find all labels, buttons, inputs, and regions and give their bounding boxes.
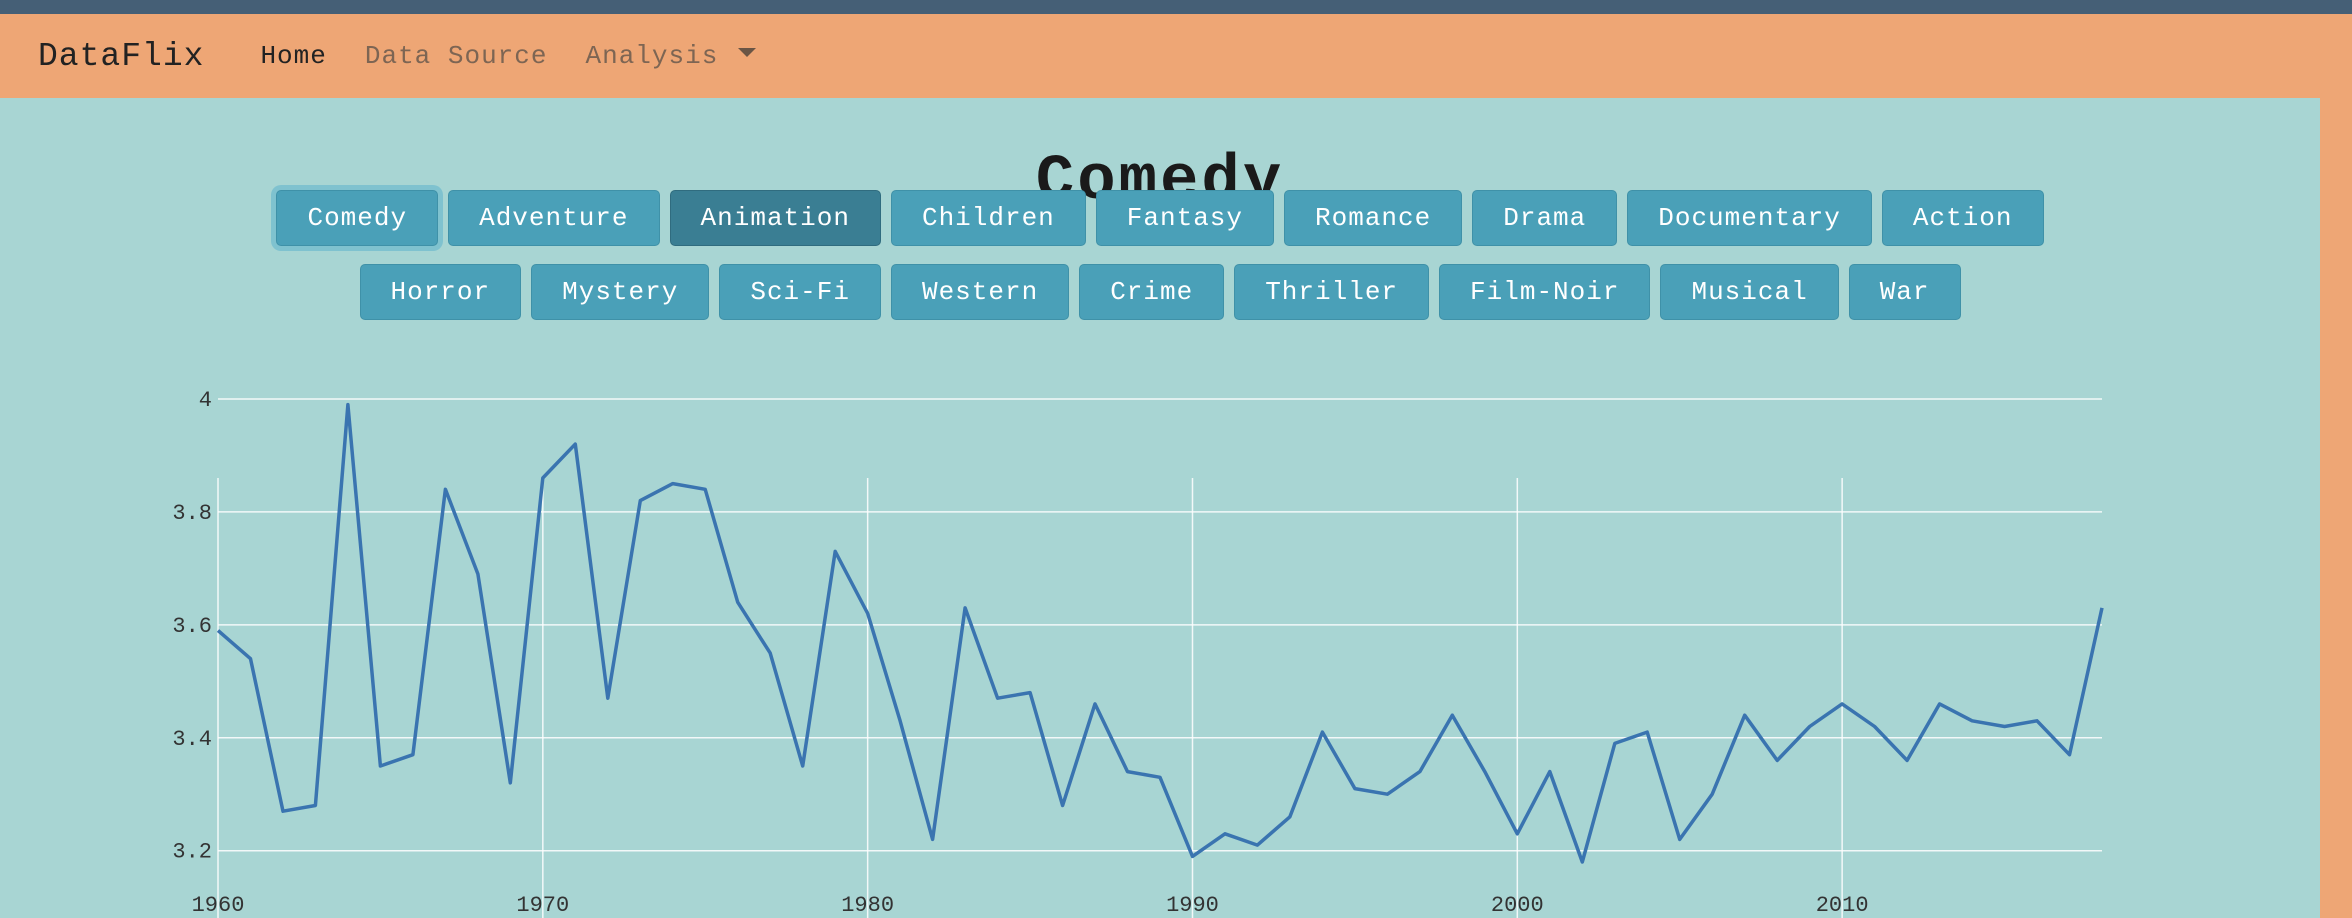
y-tick-label: 3.2	[172, 840, 212, 865]
genre-button-documentary[interactable]: Documentary	[1627, 190, 1872, 246]
x-tick-label: 1980	[841, 893, 894, 918]
genre-button-adventure[interactable]: Adventure	[448, 190, 660, 246]
genre-button-horror[interactable]: Horror	[359, 264, 522, 320]
brand-logo[interactable]: DataFlix	[38, 37, 205, 75]
genre-button-war[interactable]: War	[1848, 264, 1961, 320]
genre-buttons-row-1: Comedy Adventure Animation Children Fantasy R…	[0, 190, 2320, 246]
x-tick-label: 2000	[1491, 893, 1544, 918]
y-tick-label: 3.8	[172, 501, 212, 526]
y-tick-label: 3.4	[172, 727, 212, 752]
nav-data-source[interactable]: Data Source	[364, 41, 548, 71]
nav-analysis[interactable]: Analysis	[585, 41, 719, 71]
genre-button-action[interactable]: Action	[1881, 190, 2044, 246]
genre-button-crime[interactable]: Crime	[1079, 264, 1225, 320]
genre-button-western[interactable]: Western	[890, 264, 1070, 320]
x-tick-label: 2010	[1816, 893, 1869, 918]
x-tick-label: 1960	[192, 893, 245, 918]
series-line	[216, 402, 2104, 864]
y-tick-label: 4	[199, 388, 212, 413]
genre-button-sci-fi[interactable]: Sci-Fi	[719, 264, 881, 320]
genre-button-romance[interactable]: Romance	[1284, 190, 1463, 246]
genre-button-comedy[interactable]: Comedy	[276, 190, 439, 246]
line-chart: 3.2 3.4 3.6 3.8 4 1960 1970 1980 1990 2000 2010	[172, 388, 2104, 918]
genre-button-animation[interactable]: Animation	[669, 190, 881, 246]
x-tick-label: 1990	[1166, 893, 1219, 918]
genre-button-thriller[interactable]: Thriller	[1234, 264, 1430, 320]
genre-button-film-noir[interactable]: Film-Noir	[1439, 264, 1651, 320]
y-tick-label: 3.6	[172, 614, 212, 639]
genre-button-fantasy[interactable]: Fantasy	[1095, 190, 1275, 246]
genre-button-children[interactable]: Children	[890, 190, 1086, 246]
genre-buttons-row-2: Horror Mystery Sci-Fi Western Crime Thriller F…	[0, 264, 2320, 320]
navbar: DataFlix Home Data Source Analysis	[0, 14, 2352, 98]
genre-button-musical[interactable]: Musical	[1660, 264, 1839, 320]
top-stripe	[0, 0, 2352, 14]
caret-down-icon[interactable]	[738, 47, 757, 57]
nav-home[interactable]: Home	[260, 41, 327, 71]
genre-button-drama[interactable]: Drama	[1472, 190, 1618, 246]
genre-button-mystery[interactable]: Mystery	[531, 264, 710, 320]
x-tick-label: 1970	[516, 893, 569, 918]
